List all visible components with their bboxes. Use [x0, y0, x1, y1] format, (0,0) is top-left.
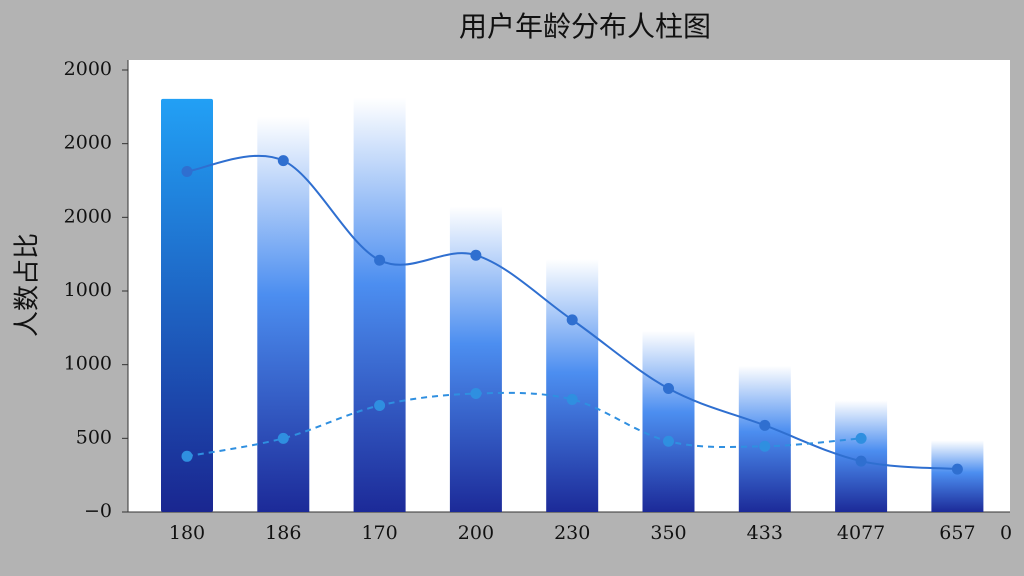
x-extra-label: 0: [1000, 522, 1012, 544]
x-tick-label: 657: [939, 522, 975, 544]
line-point: [759, 419, 771, 431]
y-tick-label: 2000: [64, 132, 112, 154]
x-tick-label: 186: [265, 522, 301, 544]
y-axis-label: 人数占比: [13, 233, 43, 337]
line-point: [566, 393, 578, 405]
x-tick-label: 433: [747, 522, 783, 544]
line-point: [277, 155, 289, 167]
bar: [546, 259, 599, 512]
y-tick-label: 500: [76, 426, 112, 448]
line-point: [374, 399, 386, 411]
line-point: [855, 455, 867, 467]
bar: [257, 116, 310, 513]
line-point: [277, 432, 289, 444]
chart-title: 用户年龄分布人柱图: [459, 10, 711, 43]
line-point: [470, 249, 482, 261]
bar: [353, 97, 406, 512]
bar: [931, 440, 984, 512]
y-tick-label: 1000: [64, 353, 112, 375]
line-point: [181, 166, 193, 178]
line-point: [855, 432, 867, 444]
bar: [738, 365, 791, 512]
y-tick-label: 2000: [64, 205, 112, 227]
line-point: [759, 440, 771, 452]
x-tick-label: 350: [650, 522, 686, 544]
bar: [161, 98, 213, 513]
line-point: [470, 388, 482, 400]
line-point: [566, 314, 578, 326]
x-tick-label: 4077: [837, 522, 885, 544]
x-tick-label: 170: [361, 522, 397, 544]
line-point: [181, 450, 193, 462]
x-tick-label: 200: [458, 522, 494, 544]
x-tick-label: 230: [554, 522, 590, 544]
y-tick-label: 1000: [64, 279, 112, 301]
x-tick-label: 180: [169, 522, 205, 544]
y-tick-label: 2000: [64, 58, 112, 80]
bar: [642, 330, 695, 512]
line-point: [374, 254, 386, 266]
y-tick-label: −0: [84, 500, 112, 522]
line-point: [663, 383, 674, 395]
line-point: [951, 463, 963, 475]
line: [186, 391, 862, 458]
line-point: [663, 435, 674, 447]
